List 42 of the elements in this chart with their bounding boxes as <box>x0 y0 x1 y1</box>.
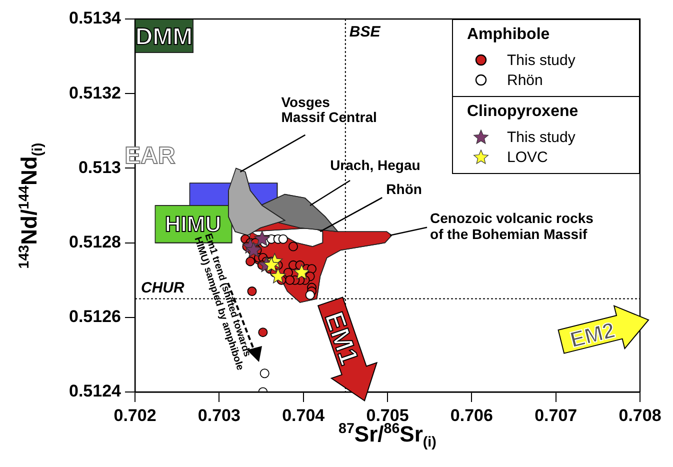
point <box>247 286 257 296</box>
ref-line-label: BSE <box>349 24 382 41</box>
legend-label: This study <box>507 52 576 68</box>
point <box>278 234 288 244</box>
annotation: DMM <box>135 24 193 50</box>
legend-title: Amphibole <box>467 26 551 44</box>
point <box>294 264 310 280</box>
arrow: EM1 <box>317 296 378 402</box>
y-tick-label: 0.5126 <box>69 307 121 326</box>
x-tick-label: 0.703 <box>198 406 240 425</box>
x-tick-label: 0.708 <box>618 406 662 425</box>
annotation: EM2 <box>568 317 618 353</box>
x-axis-title: $^{87}$Sr/$^{86}$Sr$_{(i)}$ <box>338 421 436 452</box>
legend-label: This study <box>507 128 576 146</box>
annotation: Rhön <box>386 180 422 197</box>
legend-label: Rhön <box>507 72 543 88</box>
annotation: Urach, Hegau <box>330 156 420 173</box>
y-tick-label: 0.5124 <box>69 382 122 401</box>
point <box>246 242 262 258</box>
y-tick-label: 0.5134 <box>69 8 122 28</box>
arrow: EM2 <box>558 304 650 354</box>
point <box>288 242 298 252</box>
point <box>254 230 270 246</box>
annotation: Vosges Massif Central <box>281 94 377 126</box>
legend-label: LOVC <box>507 148 548 166</box>
x-tick-label: 0.706 <box>450 406 493 425</box>
annotation: Clinopyroxene <box>467 103 580 121</box>
annotation: Cenozoic volcanic rocks of the Bohemian Massif <box>430 210 594 242</box>
y-tick-label: 0.513 <box>78 158 121 177</box>
point <box>263 256 280 272</box>
ref-line-label: CHUR <box>141 279 184 296</box>
y-tick-label: 0.5132 <box>69 83 121 102</box>
y-tick-label: 0.5128 <box>69 232 121 252</box>
x-tick-label: 0.707 <box>534 406 578 425</box>
annotation: EM1 <box>319 308 365 368</box>
x-tick-label: 0.704 <box>282 406 326 425</box>
point <box>285 275 295 285</box>
point <box>258 328 268 338</box>
point <box>270 268 286 284</box>
x-tick-label: 0.702 <box>114 406 156 425</box>
point <box>305 290 315 300</box>
point <box>246 256 256 266</box>
